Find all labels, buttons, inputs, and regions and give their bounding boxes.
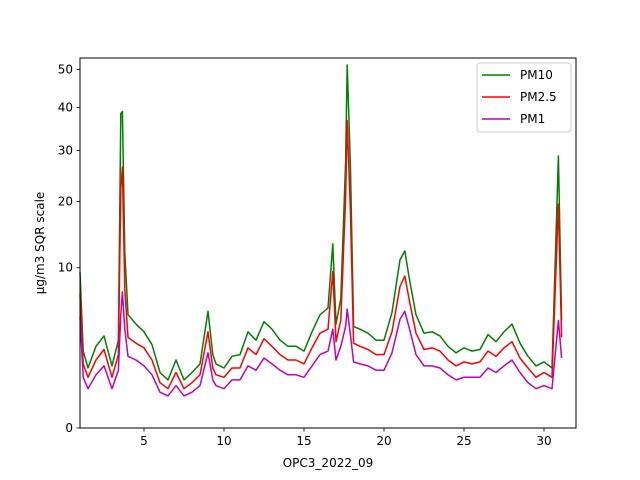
legend: PM10 PM2.5 PM1 bbox=[476, 62, 572, 133]
legend-box bbox=[476, 62, 572, 133]
x-tick-label: 25 bbox=[456, 434, 471, 448]
x-axis-label: OPC3_2022_09 bbox=[283, 456, 374, 470]
x-tick-label: 30 bbox=[536, 434, 551, 448]
y-axis-label: µg/m3 SQR scale bbox=[33, 192, 47, 295]
series-layer bbox=[79, 64, 563, 397]
x-tick-label: 20 bbox=[376, 434, 391, 448]
y-tick-label: 40 bbox=[58, 100, 73, 114]
x-tick-label: 15 bbox=[296, 434, 311, 448]
plot-frame bbox=[79, 57, 577, 429]
series-line-pm10 bbox=[79, 64, 563, 381]
y-tick-label: 30 bbox=[58, 143, 73, 157]
series-line-pm25 bbox=[79, 119, 563, 390]
series-line-pm1 bbox=[79, 291, 563, 397]
y-axis: 0 10 20 30 40 50 bbox=[58, 63, 80, 435]
y-tick-label: 50 bbox=[58, 63, 73, 77]
legend-label: PM2.5 bbox=[520, 90, 557, 104]
y-tick-label: 20 bbox=[58, 194, 73, 208]
x-tick-label: 5 bbox=[140, 434, 148, 448]
legend-label: PM10 bbox=[520, 68, 553, 82]
y-tick-label: 10 bbox=[58, 261, 73, 275]
x-axis: 5 10 15 20 25 30 bbox=[140, 428, 552, 448]
legend-label: PM1 bbox=[520, 112, 545, 126]
x-tick-label: 10 bbox=[216, 434, 231, 448]
y-tick-label: 0 bbox=[65, 421, 73, 435]
